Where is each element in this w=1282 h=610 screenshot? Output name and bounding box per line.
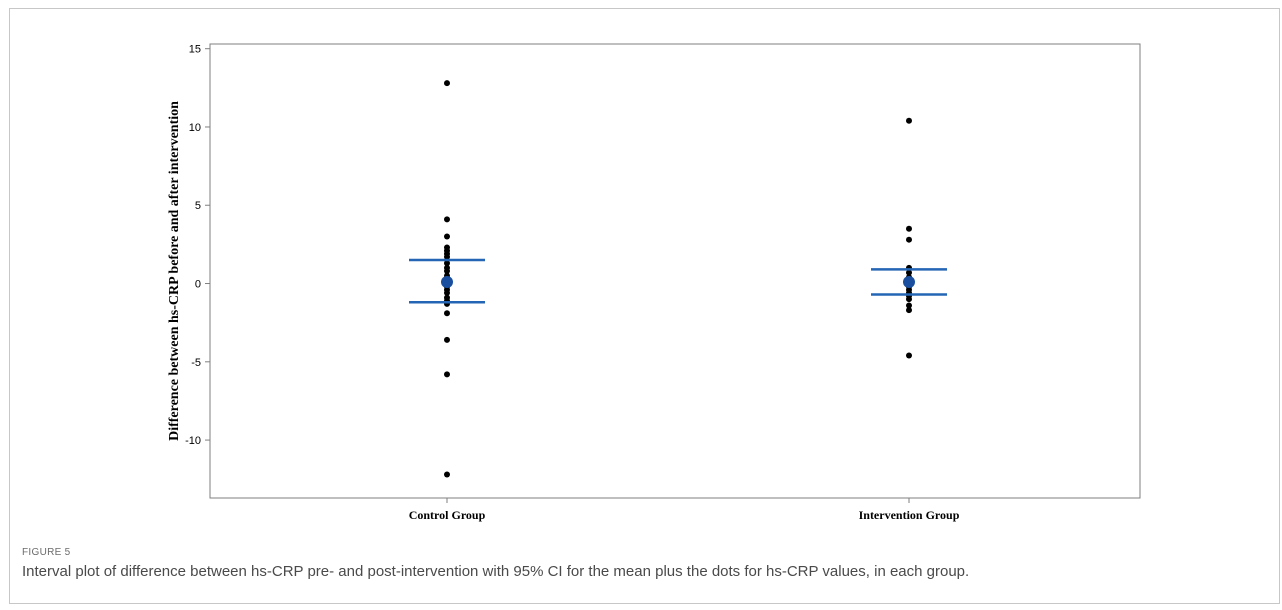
- figure-caption: Interval plot of difference between hs-C…: [22, 563, 970, 580]
- x-axis: Control Group Intervention Group: [409, 498, 960, 522]
- data-point: [906, 269, 912, 276]
- data-point: [906, 307, 912, 314]
- plot-marks: [409, 80, 947, 478]
- data-point: [444, 253, 450, 260]
- data-point: [444, 260, 450, 267]
- data-point: [444, 289, 450, 296]
- y-tick-label: 5: [195, 200, 201, 212]
- data-point: [906, 236, 912, 243]
- y-axis-label: Difference between hs-CRP before and aft…: [167, 101, 182, 441]
- y-tick-label: -10: [185, 435, 201, 447]
- y-axis: 15 10 5 0 -5 -10: [185, 44, 210, 447]
- figure-frame: [9, 8, 1280, 604]
- data-point: [444, 268, 450, 274]
- data-point: [444, 336, 450, 343]
- data-point: [906, 225, 912, 232]
- data-point: [444, 471, 450, 478]
- data-point: [906, 352, 912, 359]
- figure-label: FIGURE 5: [22, 547, 71, 558]
- mean-marker: [903, 275, 915, 288]
- y-tick-label: 15: [189, 44, 201, 56]
- data-point: [444, 371, 450, 378]
- data-point: [906, 117, 912, 124]
- data-point: [906, 296, 912, 303]
- data-point: [444, 80, 450, 87]
- mean-marker: [441, 275, 453, 288]
- data-point: [444, 216, 450, 223]
- y-tick-label: 10: [189, 122, 201, 134]
- data-point: [444, 233, 450, 240]
- data-point: [906, 302, 912, 309]
- y-tick-label: 0: [195, 279, 201, 291]
- y-tick-label: -5: [191, 357, 201, 369]
- interval-plot: 15 10 5 0 -5 -10 Control Group Intervention Gr…: [167, 43, 1141, 522]
- x-tick-label: Intervention Group: [859, 508, 960, 522]
- x-tick-label: Control Group: [409, 508, 486, 522]
- data-point: [444, 310, 450, 317]
- plot-area-frame: [209, 43, 1141, 499]
